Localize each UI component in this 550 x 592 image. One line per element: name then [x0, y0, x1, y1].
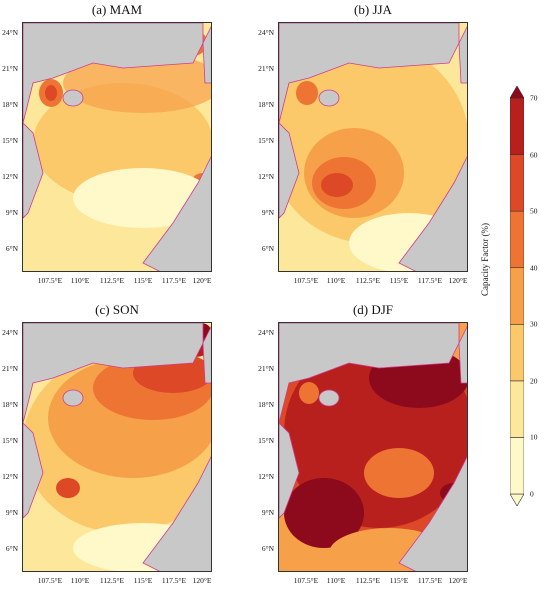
- lon-tick: 112.5°E: [355, 576, 381, 585]
- lat-tick: 18°N: [2, 400, 18, 409]
- panel-title: (b) JJA: [354, 2, 392, 17]
- colorbar-tick: 40: [530, 263, 538, 273]
- panel-title: (a) MAM: [91, 2, 143, 17]
- lat-tick: 21°N: [2, 364, 18, 373]
- colorbar-tick: 20: [530, 376, 538, 386]
- lon-tick: 115°E: [389, 276, 409, 285]
- map-area: [22, 22, 212, 272]
- lon-tick: 107.5°E: [37, 576, 63, 585]
- lon-tick: 110°E: [326, 276, 346, 285]
- lon-tick: 120°E: [192, 576, 212, 585]
- lon-tick: 117.5°E: [161, 276, 187, 285]
- lat-tick: 21°N: [2, 64, 18, 73]
- lat-tick: 24°N: [258, 328, 274, 337]
- colorbar-segment: [510, 380, 524, 438]
- lat-tick: 24°N: [2, 28, 18, 37]
- lat-tick: 12°N: [2, 472, 18, 481]
- lat-tick: 12°N: [2, 172, 18, 181]
- colorbar: [510, 86, 524, 506]
- capacity-map-djf: [279, 323, 467, 571]
- colorbar-extend-max: [510, 86, 524, 99]
- colorbar-segment: [510, 323, 524, 382]
- lat-tick: 18°N: [2, 100, 18, 109]
- lat-tick: 6°N: [261, 544, 274, 553]
- lat-tick: 18°N: [258, 100, 274, 109]
- lon-tick: 120°E: [448, 576, 468, 585]
- lat-tick: 15°N: [2, 136, 18, 145]
- lat-tick: 12°N: [258, 172, 274, 181]
- capacity-map-son: [23, 323, 211, 571]
- colorbar-tick: 60: [530, 150, 538, 160]
- colorbar-segment: [510, 210, 524, 269]
- map-area: [22, 322, 212, 572]
- lon-tick: 107.5°E: [293, 276, 319, 285]
- lat-tick: 9°N: [5, 508, 18, 517]
- map-area: [278, 322, 468, 572]
- colorbar-segment: [510, 437, 524, 495]
- lat-tick: 12°N: [258, 472, 274, 481]
- colorbar-tick: 50: [530, 206, 538, 216]
- lon-tick: 117.5°E: [417, 576, 443, 585]
- map-area: [278, 22, 468, 272]
- panel-djf: (d) DJF 24°N 21°N 18°N 15°N 12°N 9°N 6°N…: [258, 302, 468, 585]
- panel-jja: (b) JJA 24°N 21°N 18°N 15°N 12°N 9°N 6°N…: [258, 2, 468, 285]
- lat-tick: 6°N: [261, 244, 274, 253]
- panel-son: (c) SON 24°N 21°N 18°N 15°N 12°N 9°N 6°N…: [2, 302, 212, 585]
- lat-tick: 24°N: [2, 328, 18, 337]
- lat-tick: 6°N: [5, 244, 18, 253]
- lon-tick: 115°E: [389, 576, 409, 585]
- colorbar-tick: 30: [530, 319, 538, 329]
- lat-tick: 21°N: [258, 64, 274, 73]
- colorbar-segment: [510, 154, 524, 212]
- lat-tick: 15°N: [258, 136, 274, 145]
- lon-tick: 117.5°E: [161, 576, 187, 585]
- lat-tick: 24°N: [258, 28, 274, 37]
- lon-tick: 110°E: [326, 576, 346, 585]
- lon-tick: 107.5°E: [293, 576, 319, 585]
- lat-tick: 21°N: [258, 364, 274, 373]
- colorbar-label: Capacity Factor (%): [480, 223, 490, 296]
- lon-tick: 112.5°E: [355, 276, 381, 285]
- lon-tick: 112.5°E: [99, 576, 125, 585]
- lon-tick: 115°E: [133, 276, 153, 285]
- colorbar-tick: 70: [530, 93, 538, 103]
- capacity-map-jja: [279, 23, 467, 271]
- panel-mam: (a) MAM 24°N 21°N 18°N 15°N 12°N 9°N 6°N…: [2, 2, 212, 285]
- lat-tick: 15°N: [258, 436, 274, 445]
- colorbar-tick: 10: [530, 432, 538, 442]
- colorbar-segment: [510, 267, 524, 325]
- colorbar-extend-min: [510, 493, 524, 506]
- lon-tick: 110°E: [70, 576, 90, 585]
- lon-tick: 120°E: [448, 276, 468, 285]
- capacity-map-mam: [23, 23, 211, 271]
- lon-tick: 110°E: [70, 276, 90, 285]
- panel-title: (c) SON: [95, 302, 139, 317]
- colorbar-tick: 0: [530, 489, 534, 499]
- panel-title: (d) DJF: [352, 302, 394, 317]
- lat-tick: 6°N: [5, 544, 18, 553]
- lat-tick: 9°N: [261, 508, 274, 517]
- lon-tick: 107.5°E: [37, 276, 63, 285]
- lon-tick: 120°E: [192, 276, 212, 285]
- lat-tick: 18°N: [258, 400, 274, 409]
- lon-tick: 117.5°E: [417, 276, 443, 285]
- colorbar-segment: [510, 97, 524, 155]
- lat-tick: 15°N: [2, 436, 18, 445]
- lat-tick: 9°N: [261, 208, 274, 217]
- lat-tick: 9°N: [5, 208, 18, 217]
- lon-tick: 112.5°E: [99, 276, 125, 285]
- lon-tick: 115°E: [133, 576, 153, 585]
